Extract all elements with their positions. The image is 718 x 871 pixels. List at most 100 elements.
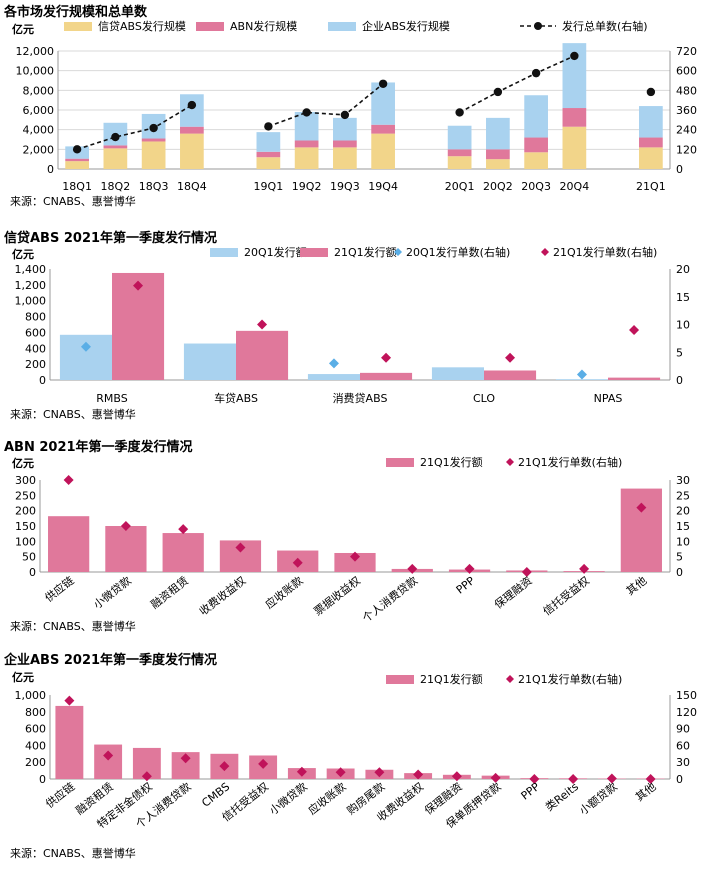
bar: [257, 152, 281, 157]
bar: [184, 344, 236, 380]
x-tick-label: 18Q3: [139, 180, 169, 193]
x-tick-label: CMBS: [199, 780, 232, 810]
data-point: [379, 80, 387, 88]
legend-marker: [506, 675, 514, 683]
legend-label: 21Q1发行单数(右轴): [518, 672, 622, 686]
y-tick-label: 1,000: [15, 689, 47, 702]
y-tick-label: 200: [25, 358, 46, 371]
legend-label: 20Q1发行单数(右轴): [406, 245, 510, 259]
y-tick-label: 12,000: [16, 45, 55, 58]
x-tick-label: 21Q1: [636, 180, 666, 193]
y-tick-label: 800: [25, 706, 46, 719]
x-tick-label: 19Q1: [254, 180, 284, 193]
legend-label: 21Q1发行单数(右轴): [553, 245, 657, 259]
legend-swatch: [386, 675, 414, 684]
y-tick-label: 400: [25, 739, 46, 752]
bar: [163, 533, 204, 572]
chart-1: 各市场发行规模和总单数亿元02,0004,0006,0008,00010,000…: [3, 4, 697, 208]
data-point: [505, 353, 515, 363]
data-point: [149, 124, 157, 132]
chart-4: 企业ABS 2021年第一季度发行情况亿元02004006008001,0000…: [3, 652, 697, 860]
y2-tick-label: 150: [676, 689, 697, 702]
legend-label: 21Q1发行单数(右轴): [518, 455, 622, 469]
y-tick-label: 0: [29, 566, 36, 579]
data-point: [570, 52, 578, 60]
x-tick-label: 供应链: [43, 779, 78, 810]
legend-swatch: [300, 248, 328, 257]
y-tick-label: 200: [15, 505, 36, 518]
y-tick-label: 600: [25, 723, 46, 736]
legend-label: ABN发行规模: [230, 19, 297, 33]
bar: [333, 147, 357, 169]
bar: [142, 139, 166, 142]
bar: [104, 145, 128, 148]
x-tick-label: 其他: [633, 780, 658, 804]
data-point: [647, 88, 655, 96]
data-point: [494, 88, 502, 96]
x-tick-label: 应收账款: [305, 779, 348, 817]
bar: [639, 138, 663, 148]
data-point: [455, 108, 463, 116]
source-note: 来源：CNABS、惠誉博华: [10, 194, 136, 208]
y2-tick-label: 20: [676, 263, 690, 276]
data-point: [381, 353, 391, 363]
bar: [524, 138, 548, 153]
y2-tick-label: 15: [676, 291, 690, 304]
y2-tick-label: 60: [676, 739, 690, 752]
bar: [486, 149, 510, 159]
bar: [524, 152, 548, 169]
legend-swatch: [328, 22, 356, 31]
y-tick-label: 600: [25, 326, 46, 339]
y2-tick-label: 0: [676, 566, 683, 579]
y2-tick-label: 5: [676, 551, 683, 564]
y-axis-unit: 亿元: [12, 456, 34, 470]
x-tick-label: PPP: [519, 780, 543, 803]
data-point: [577, 369, 587, 379]
bar: [48, 516, 89, 572]
y2-tick-label: 10: [676, 319, 690, 332]
y-tick-label: 2,000: [23, 143, 55, 156]
y-tick-label: 150: [15, 520, 36, 533]
bar: [105, 526, 146, 572]
x-tick-label: PPP: [454, 574, 478, 597]
y2-tick-label: 15: [676, 520, 690, 533]
x-tick-label: 小微贷款: [266, 779, 309, 817]
data-point: [302, 108, 310, 116]
x-tick-label: 车贷ABS: [214, 391, 258, 405]
source-note: 来源：CNABS、惠誉博华: [10, 846, 136, 860]
legend-label: 发行总单数(右轴): [562, 19, 648, 33]
y2-tick-label: 20: [676, 505, 690, 518]
bar: [639, 106, 663, 137]
legend-marker: [506, 458, 514, 466]
y-tick-label: 100: [15, 535, 36, 548]
x-tick-label: 小额贷款: [576, 779, 619, 817]
bar: [180, 134, 204, 169]
legend-swatch: [64, 22, 92, 31]
data-point: [178, 524, 188, 534]
bar: [333, 140, 357, 147]
y2-tick-label: 0: [676, 773, 683, 786]
x-tick-label: 18Q4: [177, 180, 207, 193]
y-tick-label: 4,000: [23, 124, 55, 137]
x-tick-label: 类Reits: [542, 779, 581, 814]
bar: [371, 125, 395, 134]
y2-tick-label: 480: [676, 84, 697, 97]
chart-title: 信贷ABS 2021年第一季度发行情况: [4, 230, 217, 246]
bar: [639, 147, 663, 169]
bar: [295, 140, 319, 147]
bar: [448, 156, 472, 169]
legend-swatch: [386, 458, 414, 467]
bar: [65, 161, 89, 169]
bar: [55, 706, 83, 779]
bar: [257, 157, 281, 169]
data-point: [111, 133, 119, 141]
legend-label: 企业ABS发行规模: [362, 19, 450, 33]
bar: [94, 745, 122, 779]
y-tick-label: 1,400: [15, 263, 47, 276]
x-tick-label: 个人消费贷款: [359, 573, 420, 625]
bar: [486, 118, 510, 149]
bar: [257, 132, 281, 152]
x-tick-label: 供应链: [42, 573, 77, 604]
bar: [621, 489, 662, 572]
